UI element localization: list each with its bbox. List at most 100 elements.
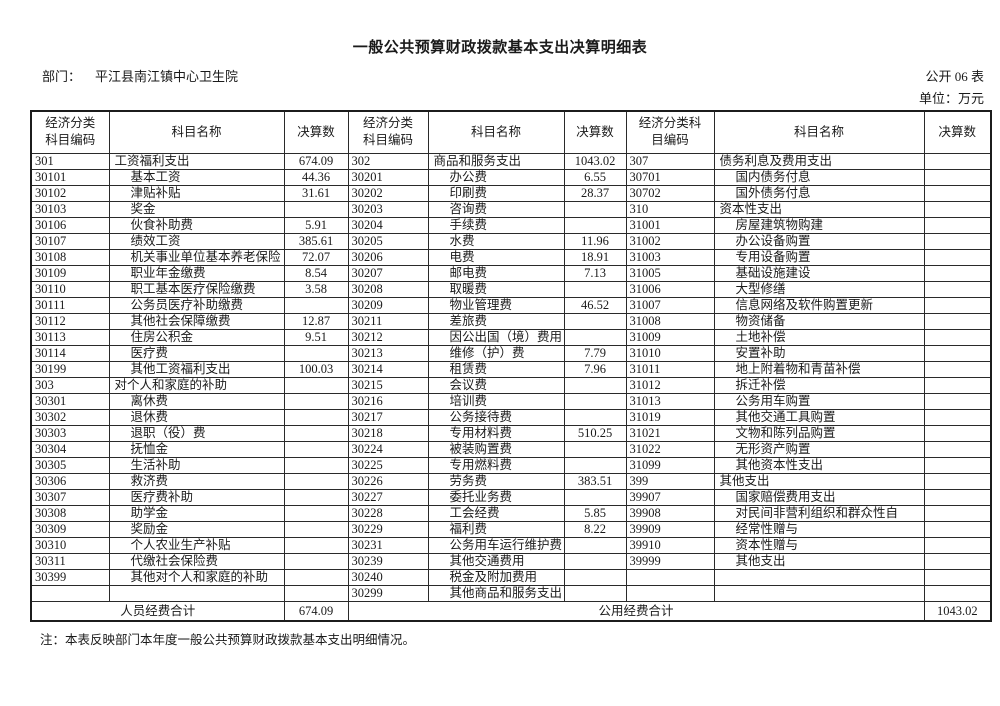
header-code-3: 经济分类科 目编码 bbox=[625, 110, 715, 154]
code-cell: 303 bbox=[30, 376, 110, 394]
subject-name-cell: 手续费 bbox=[427, 216, 565, 234]
amount-cell bbox=[923, 440, 992, 458]
code-cell: 30302 bbox=[30, 408, 110, 426]
subject-name-cell: 国内债务付息 bbox=[713, 168, 925, 186]
code-cell: 30212 bbox=[347, 328, 429, 346]
amount-cell: 5.91 bbox=[283, 216, 349, 234]
amount-cell bbox=[563, 584, 627, 602]
subject-name-cell: 其他资本性支出 bbox=[713, 456, 925, 474]
amount-cell bbox=[283, 472, 349, 490]
subject-name-cell: 会议费 bbox=[427, 376, 565, 394]
code-cell: 30224 bbox=[347, 440, 429, 458]
personnel-total-label: 人员经费合计 bbox=[30, 600, 285, 621]
code-cell: 31006 bbox=[625, 280, 715, 298]
code-cell: 30310 bbox=[30, 536, 110, 554]
header-value-2: 决算数 bbox=[563, 110, 627, 154]
subject-name-cell: 因公出国（境）费用 bbox=[427, 328, 565, 346]
code-cell: 30108 bbox=[30, 248, 110, 266]
amount-cell bbox=[283, 456, 349, 474]
code-cell: 39908 bbox=[625, 504, 715, 522]
amount-cell: 5.85 bbox=[563, 504, 627, 522]
subject-name-cell: 基础设施建设 bbox=[713, 264, 925, 282]
subject-name-cell: 办公费 bbox=[427, 168, 565, 186]
code-cell bbox=[30, 584, 110, 602]
subject-name-cell: 物资储备 bbox=[713, 312, 925, 330]
amount-cell: 9.51 bbox=[283, 328, 349, 346]
code-cell: 30303 bbox=[30, 424, 110, 442]
subject-name-cell: 职业年金缴费 bbox=[108, 264, 285, 282]
code-cell: 31010 bbox=[625, 344, 715, 362]
subject-name-cell: 物业管理费 bbox=[427, 296, 565, 314]
subject-name-cell: 其他商品和服务支出 bbox=[427, 584, 565, 602]
header-code-2: 经济分类 科目编码 bbox=[347, 110, 429, 154]
code-cell: 31099 bbox=[625, 456, 715, 474]
amount-cell bbox=[283, 552, 349, 570]
amount-cell: 383.51 bbox=[563, 472, 627, 490]
amount-cell bbox=[563, 488, 627, 506]
code-cell: 30228 bbox=[347, 504, 429, 522]
amount-cell bbox=[923, 376, 992, 394]
amount-cell bbox=[923, 584, 992, 602]
amount-cell: 8.22 bbox=[563, 520, 627, 538]
code-cell: 30306 bbox=[30, 472, 110, 490]
subject-name-cell: 福利费 bbox=[427, 520, 565, 538]
code-cell: 30240 bbox=[347, 568, 429, 586]
subject-name-cell: 基本工资 bbox=[108, 168, 285, 186]
header-value-1: 决算数 bbox=[283, 110, 349, 154]
amount-cell bbox=[283, 408, 349, 426]
code-cell: 310 bbox=[625, 200, 715, 218]
amount-cell bbox=[923, 248, 992, 266]
code-cell: 30113 bbox=[30, 328, 110, 346]
subject-name-cell: 其他对个人和家庭的补助 bbox=[108, 568, 285, 586]
footnote: 注：本表反映部门本年度一般公共预算财政拨款基本支出明细情况。 bbox=[40, 632, 416, 647]
code-cell: 30227 bbox=[347, 488, 429, 506]
unit-label: 单位：万元 bbox=[918, 91, 984, 106]
code-cell: 30299 bbox=[347, 584, 429, 602]
amount-cell bbox=[283, 504, 349, 522]
subject-name-cell: 公务用车购置 bbox=[713, 392, 925, 410]
code-cell: 31022 bbox=[625, 440, 715, 458]
subject-name-cell: 个人农业生产补贴 bbox=[108, 536, 285, 554]
subject-name-cell: 房屋建筑物购建 bbox=[713, 216, 925, 234]
subject-name-cell: 专用设备购置 bbox=[713, 248, 925, 266]
table-row: 30299 其他商品和服务支出 bbox=[30, 584, 992, 602]
amount-cell bbox=[563, 552, 627, 570]
amount-cell bbox=[923, 184, 992, 202]
amount-cell bbox=[283, 344, 349, 362]
table-body: 301 工资福利支出 674.09 302 商品和服务支出 1043.02 307 债务利息及… bbox=[30, 152, 992, 602]
table-row: 30304 抚恤金 30224 被装购置费 31022 无形资产购置 bbox=[30, 440, 992, 458]
code-cell: 31012 bbox=[625, 376, 715, 394]
amount-cell bbox=[283, 568, 349, 586]
amount-cell bbox=[283, 200, 349, 218]
totals-row: 人员经费合计 674.09 公用经费合计 1043.02 bbox=[30, 600, 992, 621]
code-cell: 31013 bbox=[625, 392, 715, 410]
table-row: 30303 退职（役）费 30218 专用材料费 510.25 31021 文物和陈列品购置 bbox=[30, 424, 992, 442]
table-row: 30109 职业年金缴费 8.54 30207 邮电费 7.13 31005 基础设施建设 bbox=[30, 264, 992, 282]
table-row: 303 对个人和家庭的补助 30215 会议费 31012 拆迁补偿 bbox=[30, 376, 992, 394]
amount-cell bbox=[923, 520, 992, 538]
amount-cell bbox=[283, 296, 349, 314]
personnel-total-value: 674.09 bbox=[283, 600, 349, 621]
code-cell: 30213 bbox=[347, 344, 429, 362]
department-line: 部门： 平江县南江镇中心卫生院 bbox=[42, 66, 238, 85]
amount-cell bbox=[563, 280, 627, 298]
table-row: 30108 机关事业单位基本养老保险 72.07 30206 电费 18.91 31003 专… bbox=[30, 248, 992, 266]
subject-name-cell: 其他交通费用 bbox=[427, 552, 565, 570]
header-name-1: 科目名称 bbox=[108, 110, 285, 154]
subject-name-cell: 水费 bbox=[427, 232, 565, 250]
page-title: 一般公共预算财政拨款基本支出决算明细表 bbox=[352, 40, 648, 56]
amount-cell: 11.96 bbox=[563, 232, 627, 250]
amount-cell: 6.55 bbox=[563, 168, 627, 186]
subject-name-cell: 代缴社会保险费 bbox=[108, 552, 285, 570]
subject-name-cell: 津贴补贴 bbox=[108, 184, 285, 202]
table-header: 经济分类 科目编码 科目名称 决算数 经济分类 科目编码 科目名称 决算数 经济… bbox=[30, 110, 992, 154]
amount-cell bbox=[923, 488, 992, 506]
code-cell: 30204 bbox=[347, 216, 429, 234]
amount-cell: 3.58 bbox=[283, 280, 349, 298]
subject-name-cell: 被装购置费 bbox=[427, 440, 565, 458]
code-cell: 30399 bbox=[30, 568, 110, 586]
subject-name-cell: 绩效工资 bbox=[108, 232, 285, 250]
amount-cell: 100.03 bbox=[283, 360, 349, 378]
subject-name-cell: 土地补偿 bbox=[713, 328, 925, 346]
subject-name-cell: 无形资产购置 bbox=[713, 440, 925, 458]
